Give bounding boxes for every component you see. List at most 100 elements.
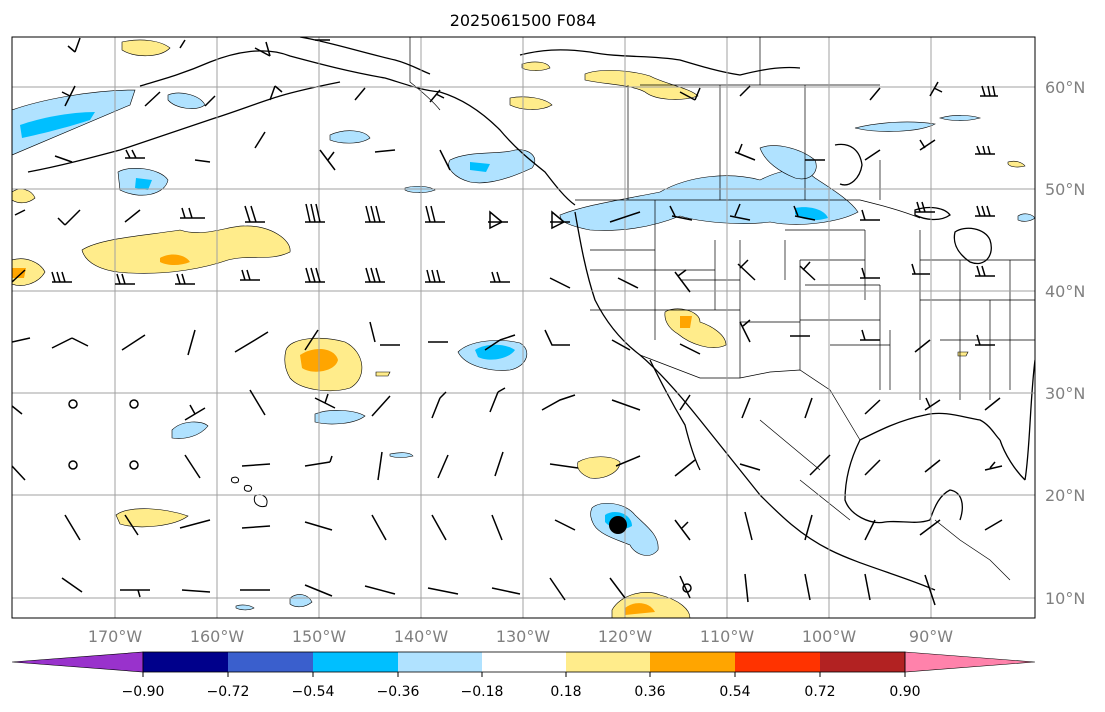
colorbar-tick-label: 0.36 (634, 684, 665, 700)
colorbar-frame (142, 651, 906, 673)
colorbar-extend-low (11, 651, 144, 673)
colorbar-swatch (398, 652, 482, 672)
alaska-coast (139, 50, 576, 206)
us-mexico-border (639, 354, 861, 441)
colorbar-swatch (313, 652, 398, 672)
lat-label: 20°N (1045, 486, 1085, 505)
positive-anomaly (81, 225, 291, 274)
colorbar-swatch (820, 652, 905, 672)
positive-anomaly (375, 371, 391, 377)
hudson-bay (834, 143, 863, 186)
central-america (934, 519, 1011, 581)
negative-anomaly-core (20, 112, 95, 138)
us-east-coast (1024, 359, 1035, 481)
lat-label: 50°N (1045, 180, 1085, 199)
negative-anomaly (235, 604, 255, 611)
negative-anomaly (759, 145, 817, 180)
us-states-central (785, 229, 891, 390)
colorbar-swatch (735, 652, 820, 672)
canada-provinces (627, 37, 881, 200)
colorbar-swatch (650, 652, 735, 672)
negative-anomaly (171, 421, 209, 439)
negative-anomaly (314, 410, 366, 425)
map-panel (11, 36, 1036, 619)
positive-anomaly-core (160, 254, 190, 265)
lon-label: 120°W (598, 627, 653, 646)
graticule (12, 37, 1035, 618)
colorbar-swatch (143, 652, 228, 672)
positive-anomaly (121, 39, 171, 57)
negative-anomaly (938, 115, 982, 121)
florida (999, 439, 1026, 481)
colorbar-tick-label: −0.90 (122, 684, 165, 700)
us-states-west (590, 200, 801, 378)
colorbar-tick-label: 0.72 (804, 684, 835, 700)
positive-anomaly (509, 96, 553, 110)
colorbar-tick-label: 0.90 (889, 684, 920, 700)
mexico-states (759, 419, 851, 521)
colorbar-tick-label: −0.72 (207, 684, 250, 700)
lon-label: 130°W (496, 627, 551, 646)
wind-barbs (12, 37, 1003, 606)
positive-anomaly (12, 258, 46, 286)
map-frame (11, 36, 1036, 619)
colorbar-tick-label: −0.18 (461, 684, 504, 700)
positive-anomaly (521, 61, 551, 71)
lon-label: 140°W (394, 627, 449, 646)
longitude-labels: 170°W 160°W 150°W 140°W 130°W 120°W 110°… (88, 627, 953, 646)
positive-anomaly (957, 351, 969, 357)
negative-anomaly (389, 452, 414, 458)
great-lakes (953, 227, 992, 265)
calm-wind-markers (68, 399, 692, 593)
latitude-labels: 60°N 50°N 40°N 30°N 20°N 10°N (1045, 78, 1085, 608)
mexico-east (844, 439, 931, 524)
negative-anomaly (329, 130, 371, 144)
coastlines (27, 37, 1035, 591)
negative-anomaly (854, 121, 936, 132)
negative-anomaly-core (470, 162, 490, 172)
lat-label: 10°N (1045, 589, 1085, 608)
yucatan (929, 489, 963, 521)
colorbar-swatch (228, 652, 313, 672)
lon-label: 110°W (700, 627, 755, 646)
positive-anomaly-core (680, 316, 692, 328)
gulf-of-mexico (859, 412, 1001, 441)
negative-anomaly-core (795, 207, 828, 221)
colorbar-tick-label: 0.54 (719, 684, 750, 700)
negative-anomaly (448, 149, 536, 184)
negative-anomaly-core (135, 178, 152, 190)
positive-anomaly (577, 456, 621, 479)
positive-anomaly-core (12, 268, 26, 278)
lat-label: 30°N (1045, 384, 1085, 403)
canada-arctic (519, 49, 801, 76)
alaska-north-slope (299, 37, 431, 75)
lon-label: 100°W (802, 627, 857, 646)
positive-anomaly-core (625, 603, 655, 615)
map-title: 2025061500 F084 (450, 11, 597, 30)
lon-label: 150°W (292, 627, 347, 646)
negative-anomaly-core (475, 344, 515, 360)
lat-label: 40°N (1045, 282, 1085, 301)
boundaries (409, 37, 1035, 581)
colorbar-ticks (142, 672, 906, 677)
lat-label: 60°N (1045, 78, 1085, 97)
positive-anomaly (115, 508, 189, 528)
canada-us-border (575, 199, 921, 219)
lake-superior (914, 206, 951, 221)
storm-center-marker (609, 516, 627, 534)
us-states-east (919, 230, 1035, 400)
lon-label: 90°W (909, 627, 953, 646)
colorbar-extend-high (904, 651, 1036, 673)
colorbar-tick-label: 0.18 (550, 684, 581, 700)
lon-label: 160°W (190, 627, 245, 646)
colorbar-tick-label: −0.36 (377, 684, 420, 700)
baja (649, 359, 701, 471)
colorbar-swatch (482, 652, 566, 672)
colorbar-swatch (566, 652, 650, 672)
colorbar: −0.90 −0.72 −0.54 −0.36 −0.18 0.18 0.36 … (11, 651, 1036, 700)
colorbar-tick-label: −0.54 (292, 684, 335, 700)
negative-anomaly (559, 169, 859, 231)
aleutian-chain (27, 81, 341, 173)
alaska-border (409, 37, 441, 111)
